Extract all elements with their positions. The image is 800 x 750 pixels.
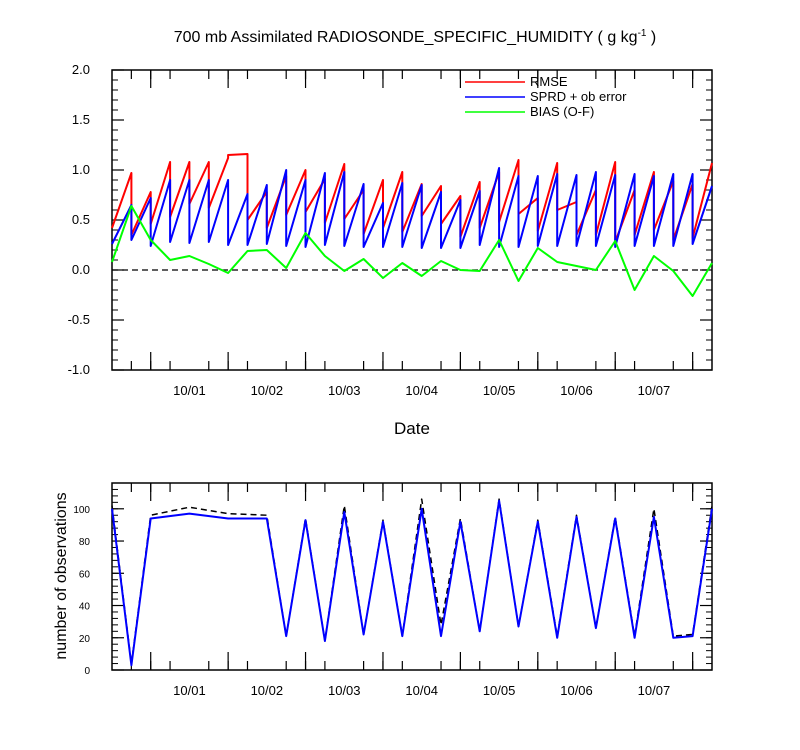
top-y-tick-label: -0.5 — [68, 312, 90, 327]
bottom-x-tick-label: 10/06 — [560, 683, 593, 698]
top-x-tick-label: 10/05 — [483, 383, 516, 398]
top-x-tick-label: 10/02 — [251, 383, 284, 398]
bottom-x-tick-label: 10/07 — [638, 683, 671, 698]
top-y-tick-label: 1.0 — [72, 162, 90, 177]
bottom-x-tick-label: 10/03 — [328, 683, 361, 698]
top-y-tick-label: -1.0 — [68, 362, 90, 377]
top-y-tick-label: 0.5 — [72, 212, 90, 227]
bottom-x-tick-label: 10/04 — [405, 683, 438, 698]
top-y-tick-label: 2.0 — [72, 62, 90, 77]
bottom-x-tick-label: 10/05 — [483, 683, 516, 698]
series-possible-obs-line — [111, 498, 713, 665]
legend-label-bias: BIAS (O-F) — [530, 104, 594, 119]
series-rmse-line — [111, 153, 713, 243]
top-series — [111, 153, 713, 297]
top-y-tick-label: 1.5 — [72, 112, 90, 127]
top-axis-ticks — [112, 69, 712, 371]
bottom-y-tick-label: 80 — [79, 537, 91, 548]
y-axis-label-observations: number of observations — [53, 492, 70, 659]
chart-title: 700 mb Assimilated RADIOSONDE_SPECIFIC_H… — [174, 28, 657, 46]
top-x-tick-labels: 10/01 10/02 10/03 10/04 10/05 10/06 10/07 — [173, 383, 670, 398]
chart-title-main: 700 mb Assimilated RADIOSONDE_SPECIFIC_H… — [174, 29, 638, 46]
top-x-tick-label: 10/04 — [405, 383, 438, 398]
top-x-tick-label: 10/01 — [173, 383, 206, 398]
top-panel: -1.0-0.50.00.51.01.52.0 10/01 10/02 10/03 1… — [68, 62, 713, 438]
legend-label-sprd: SPRD + ob error — [530, 89, 627, 104]
top-x-tick-label: 10/03 — [328, 383, 361, 398]
chart-title-tail: ) — [646, 29, 656, 46]
bottom-y-tick-label: 0 — [84, 666, 90, 677]
bottom-axis-ticks — [112, 482, 712, 671]
top-y-tick-labels: -1.0 -0.5 0.0 0.5 1.0 1.5 2.0 — [68, 62, 90, 377]
legend: RMSE SPRD + ob error BIAS (O-F) — [465, 74, 627, 119]
legend-label-rmse: RMSE — [530, 74, 568, 89]
x-axis-label: Date — [394, 419, 430, 438]
top-x-tick-label: 10/07 — [638, 383, 671, 398]
top-x-tick-label: 10/06 — [560, 383, 593, 398]
bottom-x-tick-label: 10/02 — [251, 683, 284, 698]
series-assimilated-obs-line — [111, 499, 713, 667]
bottom-y-tick-label: 20 — [79, 634, 91, 645]
top-y-tick-label: 0.0 — [72, 262, 90, 277]
chart-title-superscript: -1 — [638, 28, 647, 39]
bottom-series — [111, 498, 713, 667]
series-bias-line — [111, 205, 713, 297]
bottom-x-tick-label: 10/01 — [173, 683, 206, 698]
bottom-plot-frame — [111, 482, 713, 671]
bottom-y-tick-label: 40 — [79, 602, 91, 613]
bottom-y-tick-label: 60 — [79, 569, 91, 580]
bottom-x-tick-labels: 10/01 10/02 10/03 10/04 10/05 10/06 10/07 — [173, 683, 670, 698]
bottom-y-tick-labels: 0 20 40 60 80 100 — [73, 505, 90, 677]
bottom-y-tick-label: 100 — [73, 505, 90, 516]
series-sprd-line — [111, 167, 713, 249]
